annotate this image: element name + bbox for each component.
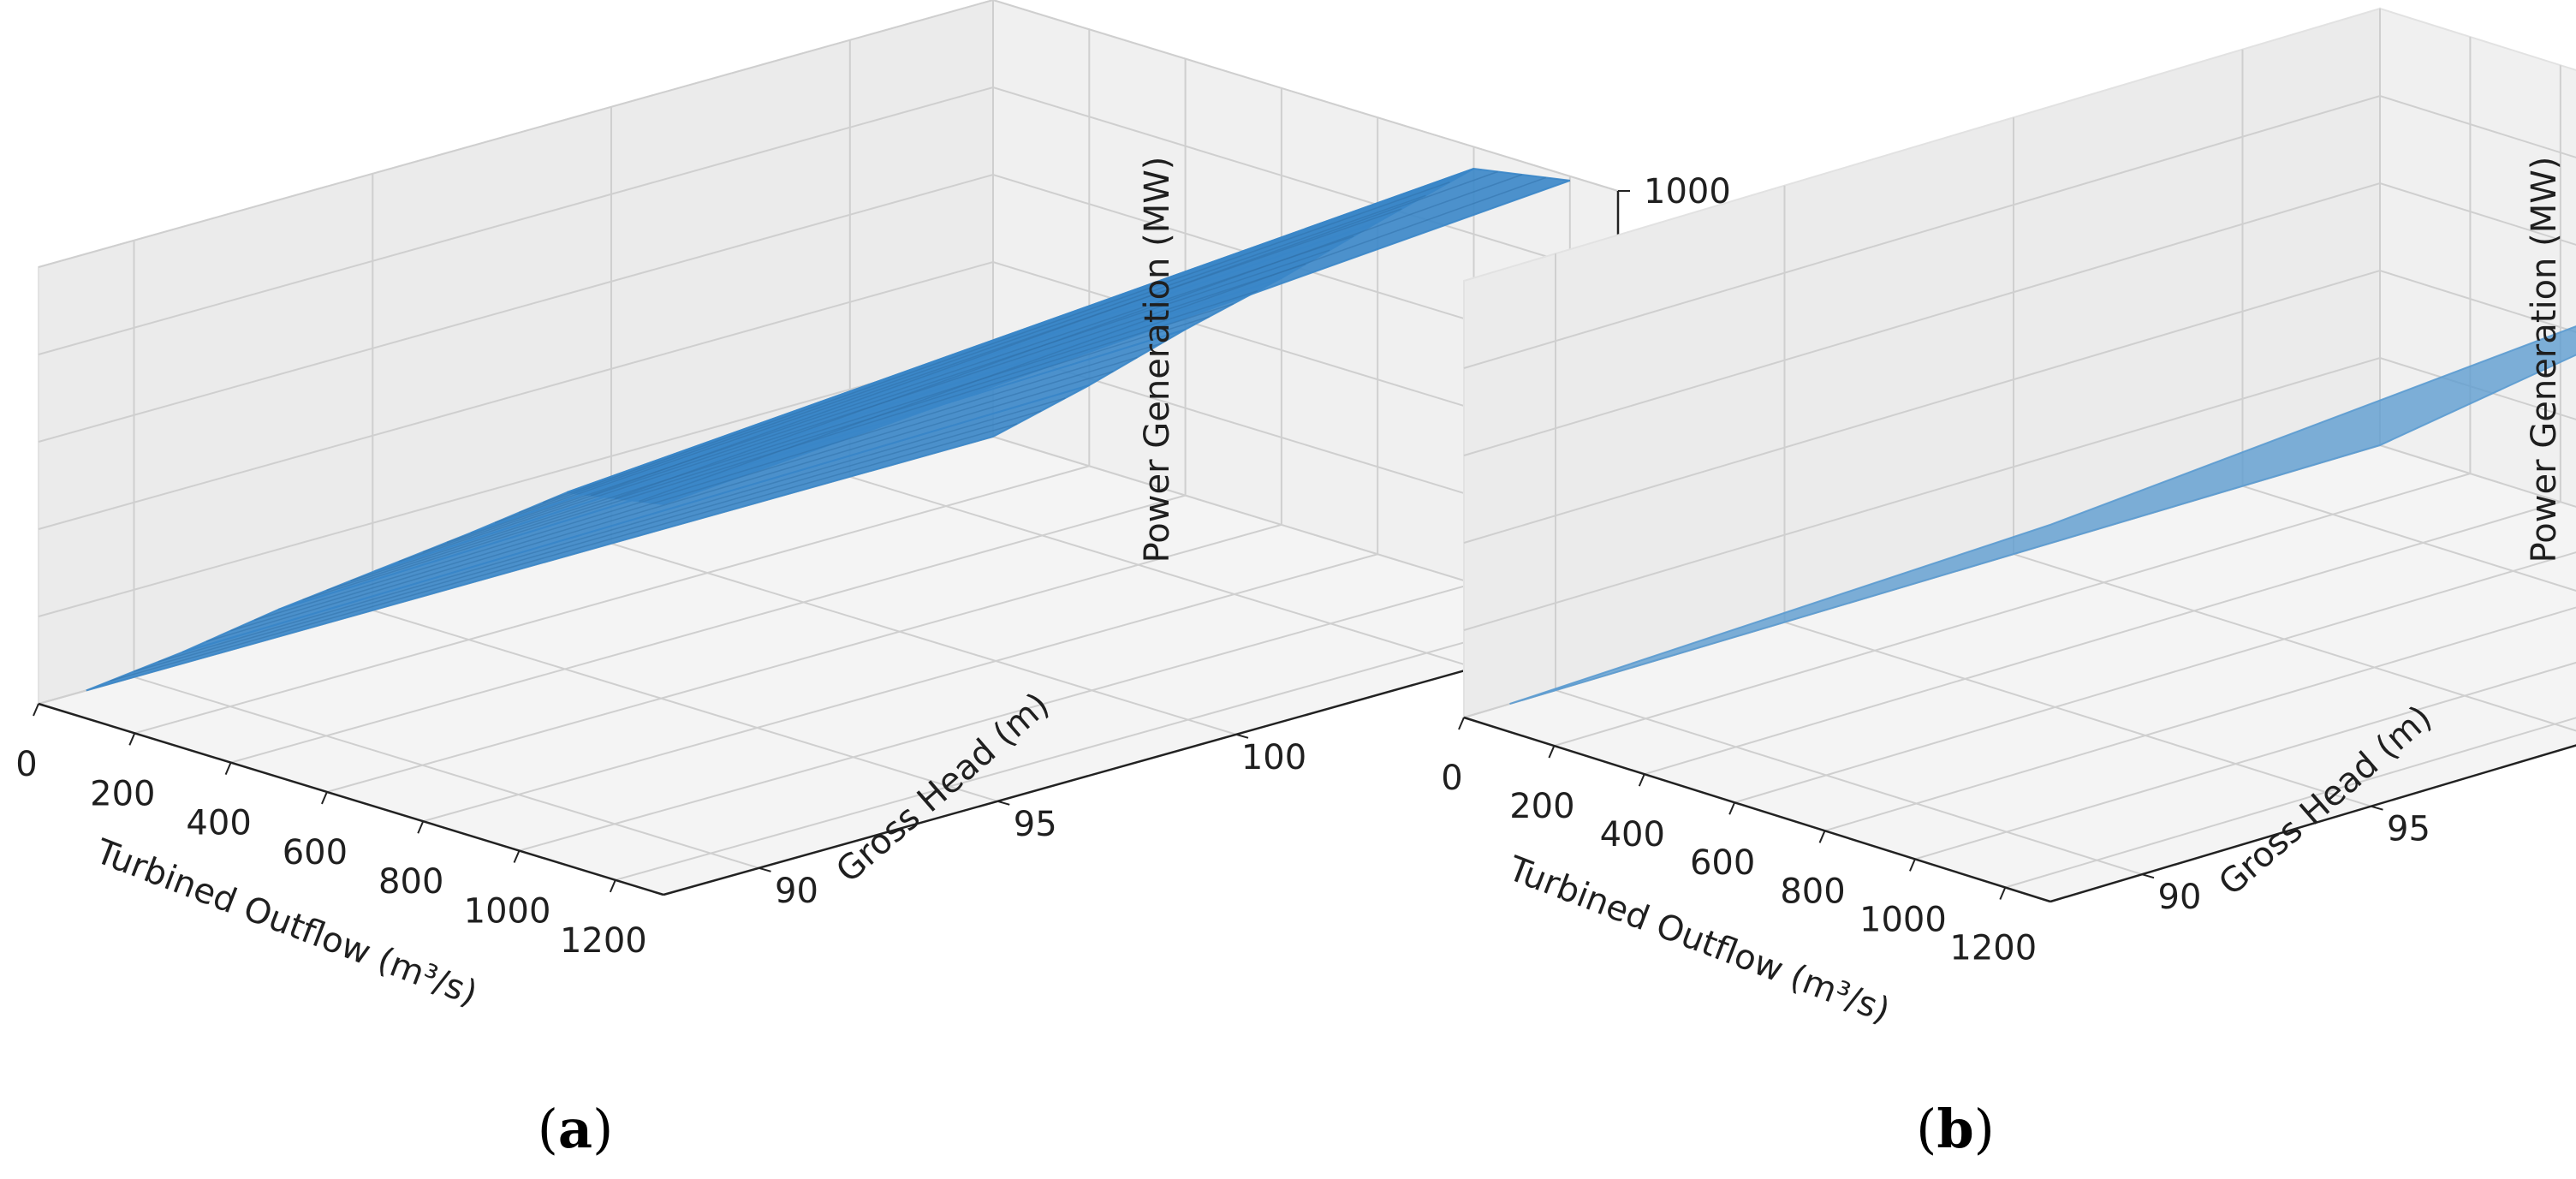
- surface-mesh-line: [350, 290, 1258, 581]
- caption-b-letter: b: [1936, 1098, 1973, 1160]
- y-tick-mark: [2371, 805, 2383, 811]
- grid-line-z: [38, 260, 1619, 530]
- grid-line-z: [1463, 269, 2576, 544]
- surface-mesh-line: [254, 342, 1162, 621]
- surface-mesh-line: [134, 410, 1042, 672]
- x-tick-mark: [128, 732, 136, 746]
- surface-mesh-line: [110, 423, 1018, 682]
- y-tick-label: 90: [2158, 878, 2202, 917]
- y-axis-line: [663, 626, 1619, 896]
- surface-mesh-line: [591, 170, 1498, 497]
- x-tick-mark: [1638, 773, 1645, 787]
- x-tick-mark: [1548, 745, 1556, 759]
- x-tick-label: 1000: [1859, 900, 1947, 939]
- surface-mesh-line: [326, 303, 1234, 592]
- surface-mesh-line: [518, 194, 1426, 514]
- x-tick-mark: [33, 703, 39, 717]
- x-tick-label: 600: [1690, 843, 1755, 883]
- x-axis-line: [38, 702, 664, 896]
- x-tick-label: 1200: [560, 921, 647, 961]
- surface-mesh-line: [446, 235, 1354, 544]
- grid-line-z: [1463, 94, 2576, 369]
- surface-mesh-line: [422, 249, 1330, 553]
- x-tick-label: 800: [1780, 872, 1845, 911]
- grid-line-z: [1463, 356, 2576, 631]
- x-tick-mark: [321, 791, 328, 805]
- grid-line-z: [38, 0, 1619, 268]
- y-tick-mark: [759, 866, 771, 872]
- y-tick-label: 90: [775, 872, 818, 911]
- x-axis-line: [1463, 716, 2051, 903]
- y-tick-mark: [1235, 733, 1249, 739]
- z-tick-label: 1000: [1644, 172, 1731, 211]
- surface-mesh-line: [542, 181, 1450, 503]
- x-tick-label: 600: [283, 833, 348, 872]
- z-axis-label: Power Generation (MW): [1138, 157, 1177, 563]
- surface-mesh-line: [205, 370, 1114, 642]
- x-tick-label: 0: [15, 745, 37, 784]
- y-tick-mark: [996, 800, 1010, 806]
- x-tick-label: 200: [1509, 787, 1574, 826]
- surface-mesh-line: [615, 174, 1522, 499]
- x-tick-mark: [1999, 887, 2007, 900]
- x-tick-label: 800: [378, 862, 443, 902]
- grid-line-z: [38, 173, 1619, 443]
- z-axis-label: Power Generation (MW): [2525, 157, 2564, 563]
- grid-line-x: [1914, 661, 2576, 860]
- surface-mesh-line: [639, 176, 1547, 503]
- y-tick-label: 95: [1014, 805, 1057, 844]
- panel-a: 0200400600800100012009095100105020040060…: [15, 0, 1731, 1014]
- x-tick-mark: [1818, 830, 1826, 843]
- x-tick-label: 1000: [464, 892, 551, 932]
- y-tick-label: 95: [2387, 810, 2430, 849]
- caption-b: (b): [1916, 1098, 1995, 1160]
- x-tick-label: 200: [90, 774, 155, 813]
- x-tick-mark: [1909, 858, 1916, 872]
- y-axis-line: [2049, 744, 2576, 903]
- x-tick-mark: [224, 762, 232, 776]
- y-tick-label: 100: [1241, 738, 1306, 777]
- x-tick-label: 1200: [1949, 928, 2037, 968]
- grid-line-z: [1463, 182, 2576, 456]
- grid-line-x: [2005, 717, 2576, 889]
- x-tick-label: 400: [186, 804, 251, 843]
- caption-a: (a): [538, 1098, 614, 1160]
- x-tick-mark: [1728, 801, 1736, 815]
- x-tick-label: 400: [1600, 815, 1665, 854]
- x-tick-label: 0: [1441, 759, 1462, 798]
- grid-line-x: [1824, 606, 2576, 832]
- x-tick-mark: [417, 820, 425, 834]
- y-tick-mark: [2141, 873, 2155, 879]
- surface-mesh-line: [398, 263, 1306, 563]
- grid-line-x: [1734, 551, 2576, 804]
- surface-mesh-line: [229, 356, 1138, 632]
- x-tick-mark: [1458, 717, 1465, 730]
- surface-mesh-line: [494, 208, 1402, 524]
- surface-patch: [1509, 325, 2576, 706]
- surface-mesh-line: [158, 397, 1066, 663]
- caption-a-letter: a: [558, 1098, 592, 1160]
- x-tick-mark: [513, 850, 521, 863]
- panel-b: 0200400600800100012009095100105020040060…: [1441, 7, 2576, 1031]
- surface-mesh-line: [302, 316, 1210, 601]
- x-tick-mark: [609, 879, 616, 893]
